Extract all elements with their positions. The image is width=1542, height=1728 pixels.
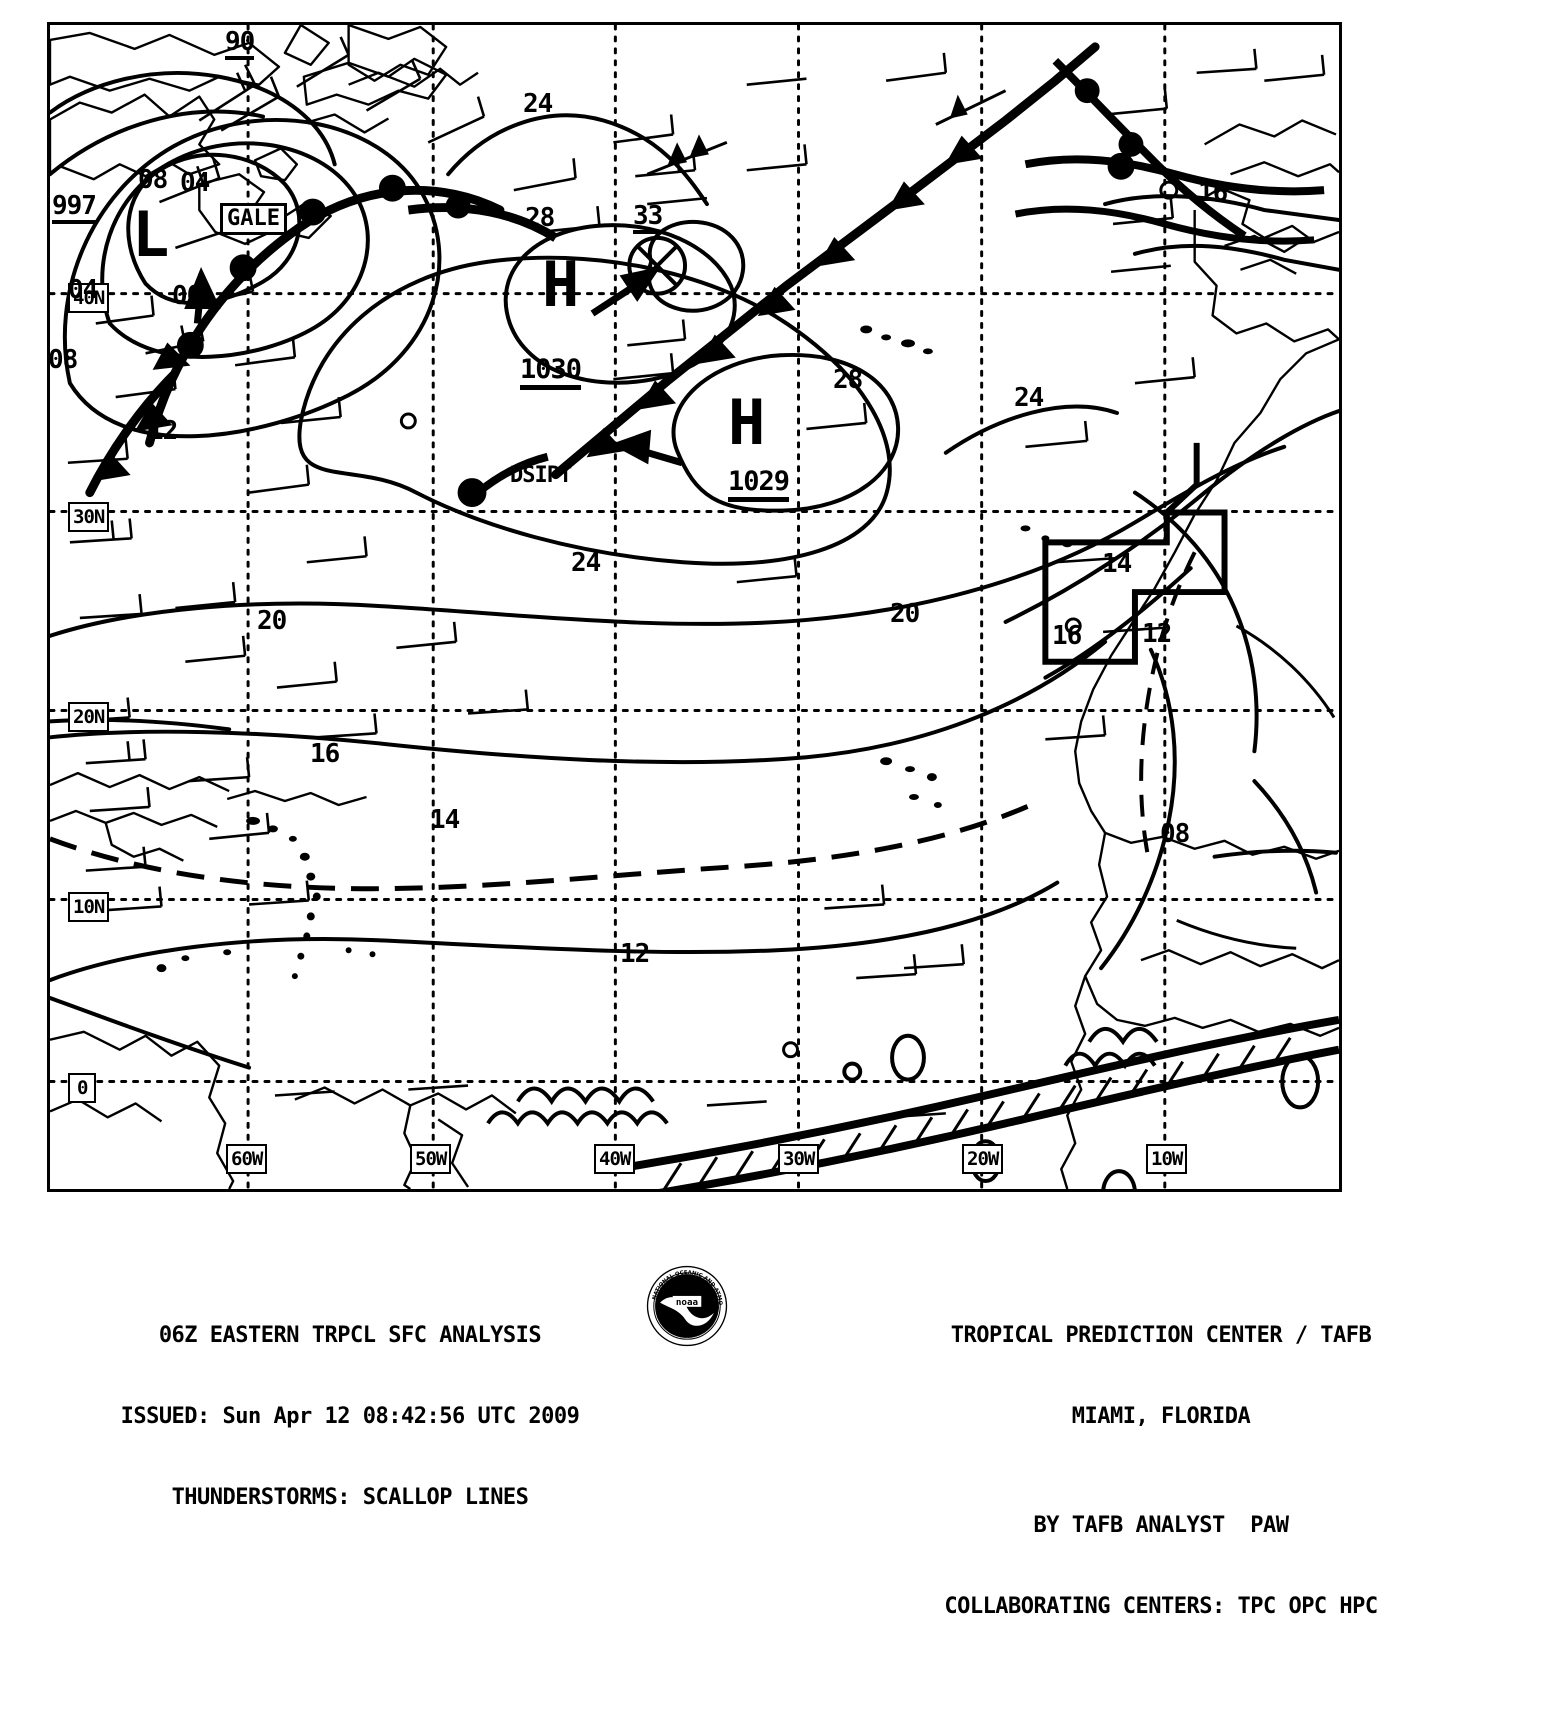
footer-center-name: TROPICAL PREDICTION CENTER / TAFB — [950, 1323, 1372, 1348]
isobar-label-1012-south: 12 — [620, 939, 650, 969]
dissipating-front-label: DSIPT — [510, 463, 572, 488]
footer-collaborating: COLLABORATING CENTERS: TPC OPC HPC — [944, 1594, 1378, 1619]
scallop-thunderstorm-lines — [486, 1015, 1339, 1189]
isobars-thin — [1176, 624, 1336, 950]
isobar-label-1012-africa: 12 — [1142, 619, 1172, 649]
front-right-arc — [1024, 152, 1325, 196]
footer-center-city: MIAMI, FLORIDA — [1071, 1404, 1251, 1429]
isobar-label-1014-africa: 14 — [1102, 549, 1132, 579]
front-top-right — [1052, 58, 1247, 240]
footer-left-block: 06Z EASTERN TRPCL SFC ANALYSIS ISSUED: S… — [0, 1268, 700, 1565]
noaa-logo: noaa NATIONAL OCEANIC AND ATMOSPHERIC U.… — [645, 1264, 728, 1347]
lat-label-20n: 20N — [68, 702, 110, 732]
high-1-pressure: 1030 — [520, 356, 582, 390]
isobar-label-1016-left: 16 — [310, 739, 340, 769]
high-center-2-symbol: H — [728, 386, 765, 459]
boundary-boxes — [1042, 442, 1228, 665]
isobar-label-0990: 90 — [225, 29, 255, 60]
station-circles — [399, 180, 1179, 1059]
low-center-symbol: L — [132, 198, 169, 271]
wind-barbs — [67, 36, 1326, 1119]
center-pointers — [184, 266, 684, 467]
lon-label-50w: 50W — [410, 1144, 452, 1174]
lat-label-40n: 40N — [68, 283, 110, 313]
isobar-label-1020-right: 20 — [890, 599, 920, 629]
chart-footer: 06Z EASTERN TRPCL SFC ANALYSIS ISSUED: S… — [0, 1248, 1542, 1619]
isobar-label-1016-right: 16 — [1052, 621, 1082, 651]
isobar-label-1008-nw: 08 — [138, 165, 168, 195]
lat-label-0: 0 — [68, 1073, 97, 1103]
footer-issued-time: ISSUED: Sun Apr 12 08:42:56 UTC 2009 — [120, 1404, 580, 1429]
isobar-label-1020-left: 20 — [257, 606, 287, 636]
lon-label-30w: 30W — [778, 1144, 820, 1174]
gale-warning-box: GALE — [220, 203, 287, 235]
map-graphics — [50, 25, 1339, 1189]
lon-label-60w: 60W — [226, 1144, 268, 1174]
island-dots — [156, 325, 1073, 980]
front-right-arc2 — [1014, 205, 1315, 245]
isobar-label-1008-africa: 08 — [1160, 819, 1190, 849]
isobar-label-1012-nw: 12 — [148, 416, 178, 446]
coastlines — [50, 25, 1339, 1189]
isobar-label-1014-trough: 14 — [430, 805, 460, 835]
isobar-label-1004-nw: 04 — [180, 168, 210, 198]
isobar-label-1004-w: 04 — [68, 275, 98, 305]
isobar-label-1008-w: 08 — [48, 345, 78, 375]
isobar-label-1016-topright: 16 — [1198, 178, 1228, 208]
isobar-label-1033: 33 — [633, 203, 663, 234]
lat-label-30n: 30N — [68, 502, 110, 532]
isobar-label-1024-top: 24 — [523, 89, 553, 119]
lon-label-40w: 40W — [594, 1144, 636, 1174]
dashed-trough — [50, 800, 1037, 892]
noaa-logo-text: noaa — [676, 1297, 698, 1308]
isobar-label-1024-mid: 24 — [571, 548, 601, 578]
low-pressure-value: 997 — [52, 193, 97, 224]
footer-analyst: BY TAFB ANALYST PAW — [1033, 1513, 1289, 1538]
high-2-pressure: 1029 — [728, 468, 790, 502]
isobar-label-1028-top: 28 — [525, 203, 555, 233]
isobars — [50, 71, 1339, 1070]
cold-front-main — [551, 42, 1100, 480]
surface-analysis-map: 40N 30N 20N 10N 0 60W 50W 40W 30W 20W 10… — [47, 22, 1342, 1192]
lon-label-20w: 20W — [962, 1144, 1004, 1174]
isobar-label-1028-right: 28 — [833, 365, 863, 395]
footer-right-block: TROPICAL PREDICTION CENTER / TAFB MIAMI,… — [780, 1268, 1542, 1674]
high-center-1-symbol: H — [542, 248, 579, 321]
isobar-label-1024-right: 24 — [1014, 383, 1044, 413]
footer-legend-note: THUNDERSTORMS: SCALLOP LINES — [171, 1485, 529, 1510]
lon-label-10w: 10W — [1146, 1144, 1188, 1174]
isobar-label-1000: 00 — [172, 281, 202, 311]
lat-label-10n: 10N — [68, 892, 110, 922]
footer-title: 06Z EASTERN TRPCL SFC ANALYSIS — [158, 1323, 542, 1348]
